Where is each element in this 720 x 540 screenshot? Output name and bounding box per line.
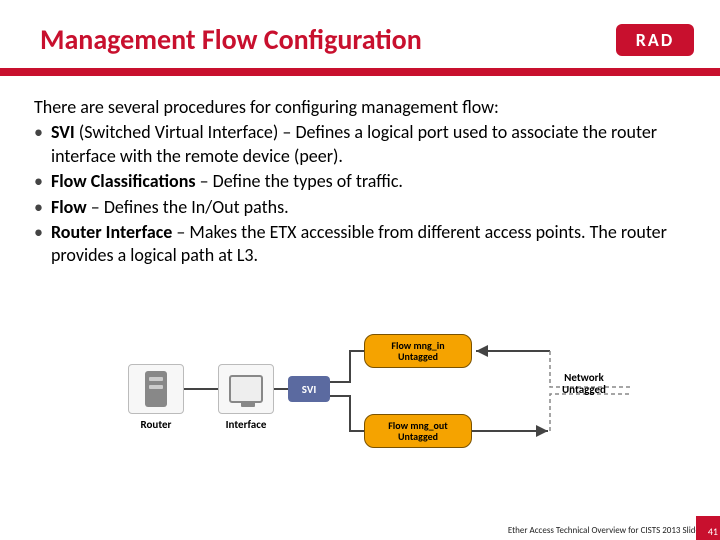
bullet-text: Flow – Defines the In/Out paths. [51,196,686,219]
flow-diagram: Router Interface SVI Flow mng_in Untagge… [50,324,670,484]
bullet-text: Router Interface – Makes the ETX accessi… [51,221,686,268]
svi-node: SVI [288,376,330,402]
network-label: Network Untagged [562,372,606,396]
router-node [128,364,184,414]
flow-in-node: Flow mng_in Untagged [364,334,472,368]
bullet-marker: • [34,196,43,219]
bullet-item: • Flow Classifications – Define the type… [34,170,686,193]
intro-text: There are several procedures for configu… [34,96,686,119]
interface-node [218,364,274,414]
title-underline [0,68,720,76]
flow-out-line2: Untagged [398,431,438,442]
page-number: 41 [708,525,718,538]
footer-text: Ether Access Technical Overview for CIST… [508,525,700,536]
bullet-item: • Router Interface – Makes the ETX acces… [34,221,686,268]
network-line2: Untagged [562,383,606,396]
bullet-marker: • [34,170,43,193]
bullet-marker: • [34,221,43,268]
bullet-lead: Flow [51,196,87,218]
bullet-item: • SVI (Switched Virtual Interface) – Def… [34,121,686,168]
bullet-text: SVI (Switched Virtual Interface) – Defin… [51,121,686,168]
router-label: Router [128,418,184,431]
server-icon [145,371,167,407]
flow-out-node: Flow mng_out Untagged [364,414,472,448]
monitor-icon [229,375,263,403]
bullet-text: Flow Classifications – Define the types … [51,170,686,193]
bullet-marker: • [34,121,43,168]
bullet-rest: (Switched Virtual Interface) – Defines a… [51,121,657,166]
bullet-rest: – Defines the In/Out paths. [87,196,289,218]
slide-title: Management Flow Configuration [32,18,442,61]
network-line1: Network [564,371,604,384]
body-text: There are several procedures for configu… [34,96,686,268]
bullet-lead: Router Interface [51,221,172,243]
bullet-lead: Flow Classifications [51,170,196,192]
interface-label: Interface [210,418,282,431]
bullet-lead: SVI [51,121,75,143]
slide: { "title": "Management Flow Configuratio… [0,0,720,540]
brand-logo: RAD [616,24,694,56]
bullet-rest: – Define the types of traffic. [196,170,403,192]
flow-in-line2: Untagged [398,351,438,362]
bullet-item: • Flow – Defines the In/Out paths. [34,196,686,219]
